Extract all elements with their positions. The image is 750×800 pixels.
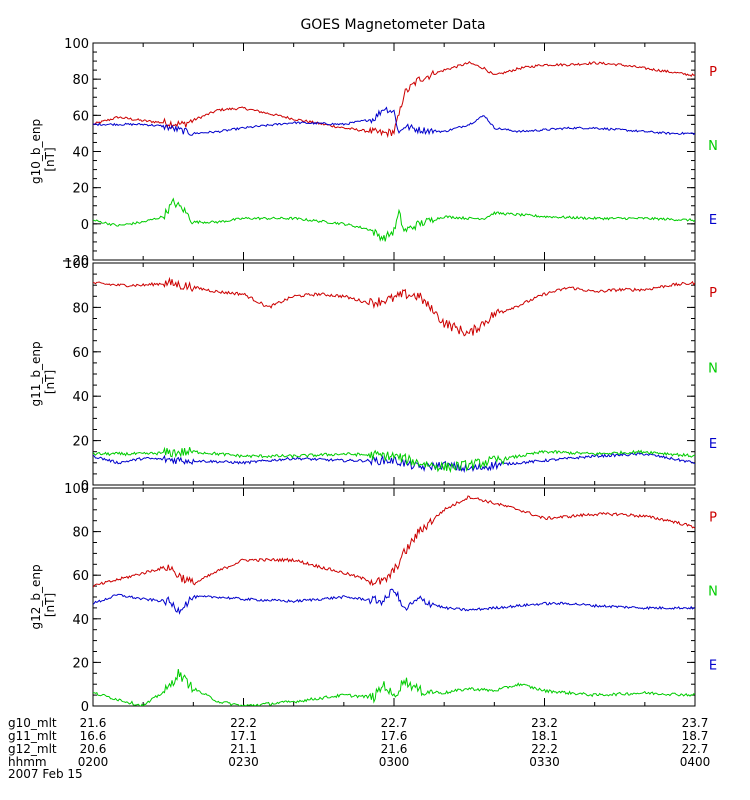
- component-label-p: P: [709, 286, 717, 301]
- component-label-p: P: [709, 65, 717, 80]
- y-tick-label: 40: [72, 613, 89, 628]
- series-line-e: [93, 197, 695, 242]
- series-line-n: [93, 106, 695, 136]
- y-axis-label: g11_b_enp: [29, 341, 43, 406]
- x-row-label: g11_mlt: [8, 729, 57, 743]
- y-axis-label: g12_b_enp: [29, 564, 43, 629]
- y-tick-label: −20: [62, 254, 89, 269]
- x-tick-label: 17.6: [381, 729, 408, 743]
- component-label-p: P: [709, 510, 717, 525]
- x-tick-label: 21.6: [381, 742, 408, 756]
- y-tick-label: 20: [72, 435, 89, 450]
- x-row-label: hhmm: [8, 755, 47, 769]
- panel-1: −20 0 20 40 60 80 100 g10_b_enp [nT] P N E: [29, 37, 718, 269]
- y-tick-label: 60: [72, 569, 89, 584]
- x-tick-label: 23.2: [531, 716, 558, 730]
- y-tick-label: 100: [64, 482, 89, 497]
- series-line-p: [93, 60, 695, 139]
- component-label-n: N: [708, 361, 718, 376]
- series-line-n: [93, 588, 695, 615]
- series-line-p: [93, 276, 695, 337]
- series-line-p: [93, 495, 695, 588]
- y-tick-label: 40: [72, 390, 89, 405]
- x-tick-label: 23.7: [682, 716, 709, 730]
- x-tick-label: 0230: [228, 755, 259, 769]
- component-label-n: N: [708, 139, 718, 154]
- x-row-label: g10_mlt: [8, 716, 57, 730]
- x-tick-label: 0330: [529, 755, 560, 769]
- chart-title: GOES Magnetometer Data: [300, 17, 485, 33]
- y-tick-label: 0: [81, 479, 89, 494]
- x-tick-label: 16.6: [80, 729, 107, 743]
- x-tick-label: 21.1: [230, 742, 257, 756]
- x-tick-label: 21.6: [80, 716, 107, 730]
- y-tick-label: 80: [72, 526, 89, 541]
- series-line-e: [93, 446, 695, 474]
- date-label: 2007 Feb 15: [8, 767, 83, 781]
- y-axis-label: g10_b_enp: [29, 119, 43, 184]
- y-tick-label: 0: [81, 218, 89, 233]
- x-tick-label: 18.7: [682, 729, 709, 743]
- x-row-label: g12_mlt: [8, 742, 57, 756]
- panel-frame: [92, 487, 696, 707]
- y-tick-label: 80: [72, 301, 89, 316]
- y-axis-unit: [nT]: [43, 370, 57, 394]
- series-line-e: [93, 669, 695, 706]
- y-tick-label: 20: [72, 182, 89, 197]
- component-label-e: E: [709, 659, 717, 674]
- panel-3: 0 20 40 60 80 100 g12_b_enp [nT] P N E: [29, 482, 718, 715]
- x-tick-label: 18.1: [531, 729, 558, 743]
- component-label-n: N: [708, 584, 718, 599]
- x-tick-label: 22.2: [531, 742, 558, 756]
- x-tick-label: 20.6: [80, 742, 107, 756]
- x-tick-label: 0300: [379, 755, 410, 769]
- x-tick-label: 22.2: [230, 716, 257, 730]
- x-tick-label: 22.7: [381, 716, 408, 730]
- y-tick-label: 0: [81, 700, 89, 715]
- y-tick-label: 40: [72, 146, 89, 161]
- y-tick-label: 60: [72, 346, 89, 361]
- x-tick-label: 22.7: [682, 742, 709, 756]
- y-tick-label: 20: [72, 656, 89, 671]
- y-tick-label: 80: [72, 73, 89, 88]
- x-tick-label: 0400: [680, 755, 711, 769]
- x-tick-label: 0200: [78, 755, 109, 769]
- component-label-e: E: [709, 213, 717, 228]
- y-axis-unit: [nT]: [43, 593, 57, 617]
- y-tick-label: 100: [64, 37, 89, 52]
- y-tick-label: 60: [72, 109, 89, 124]
- panel-2: 0 20 40 60 80 100 g11_b_enp [nT] P N E: [29, 257, 718, 494]
- component-label-e: E: [709, 437, 717, 452]
- x-tick-label: 17.1: [230, 729, 257, 743]
- y-tick-label: 100: [64, 257, 89, 272]
- y-axis-unit: [nT]: [43, 147, 57, 171]
